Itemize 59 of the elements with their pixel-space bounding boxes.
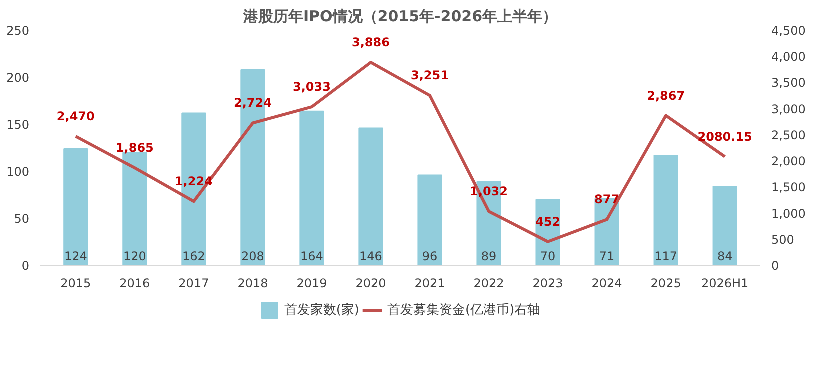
data-label: 146 — [360, 250, 382, 264]
data-label: 89 — [481, 250, 497, 264]
x-tick-label: 2022 — [474, 276, 504, 290]
bar — [358, 128, 384, 266]
data-label: 1,865 — [116, 141, 154, 156]
y-tick-label: 150 — [6, 118, 30, 132]
bar — [122, 152, 148, 266]
y-tick-label: 100 — [6, 165, 30, 179]
data-label: 164 — [300, 250, 324, 264]
x-tick-label: 2016 — [120, 276, 150, 290]
data-label: 120 — [123, 250, 146, 264]
y2-tick-label: 1,500 — [772, 180, 806, 195]
bar — [418, 174, 442, 266]
data-label: 3,033 — [292, 80, 331, 94]
x-tick-label: 2026H1 — [701, 276, 749, 290]
y2-tick-label: 4,000 — [772, 50, 806, 64]
x-tick-label: 2023 — [532, 276, 564, 290]
y2-tick-label: 4,500 — [772, 24, 806, 38]
bar — [654, 155, 678, 266]
y2-tick-label: 1,000 — [772, 206, 806, 221]
data-label: 3,886 — [352, 36, 390, 50]
data-label: 124 — [64, 250, 88, 264]
x-tick-label: 2018 — [238, 276, 268, 290]
y-tick-label: 50 — [14, 212, 30, 226]
y2-tick-label: 3,000 — [772, 102, 806, 116]
y-tick-label: 250 — [6, 24, 30, 38]
data-label: 162 — [182, 250, 206, 264]
bar — [300, 110, 324, 266]
data-label: 2,724 — [234, 96, 272, 110]
data-label: 2080.15 — [698, 130, 752, 144]
data-label: 2,470 — [56, 110, 95, 124]
x-tick-label: 2015 — [60, 276, 92, 290]
y-tick-label: 0 — [22, 259, 30, 273]
x-tick-label: 2021 — [414, 276, 446, 290]
chart-title: 港股历年IPO情况（2015年-2026年上半年） — [242, 8, 558, 26]
y2-tick-label: 2,000 — [772, 154, 806, 169]
y2-tick-label: 3,500 — [772, 76, 806, 90]
x-tick-label: 2020 — [356, 276, 386, 290]
data-label: 2,867 — [647, 88, 686, 103]
data-label: 208 — [242, 250, 264, 264]
legend-label: 首发家数(家) — [284, 302, 360, 319]
y-tick-label: 200 — [6, 71, 30, 85]
data-label: 96 — [422, 250, 438, 264]
bar — [64, 148, 88, 266]
legend-label: 首发募集资金(亿港币)右轴 — [388, 302, 541, 319]
data-label: 3,251 — [411, 68, 449, 83]
x-tick-label: 2024 — [592, 276, 622, 290]
x-tick-label: 2019 — [296, 276, 328, 290]
x-tick-label: 2017 — [178, 276, 210, 290]
data-label: 117 — [654, 250, 678, 264]
data-label: 71 — [599, 250, 615, 264]
y2-tick-label: 500 — [772, 232, 794, 247]
y2-tick-label: 0 — [772, 259, 780, 273]
data-label: 70 — [540, 250, 556, 264]
y2-tick-label: 2,500 — [772, 128, 806, 142]
bar — [712, 186, 738, 266]
data-label: 452 — [536, 214, 561, 229]
data-label: 84 — [717, 250, 733, 264]
x-tick-label: 2025 — [650, 276, 682, 290]
